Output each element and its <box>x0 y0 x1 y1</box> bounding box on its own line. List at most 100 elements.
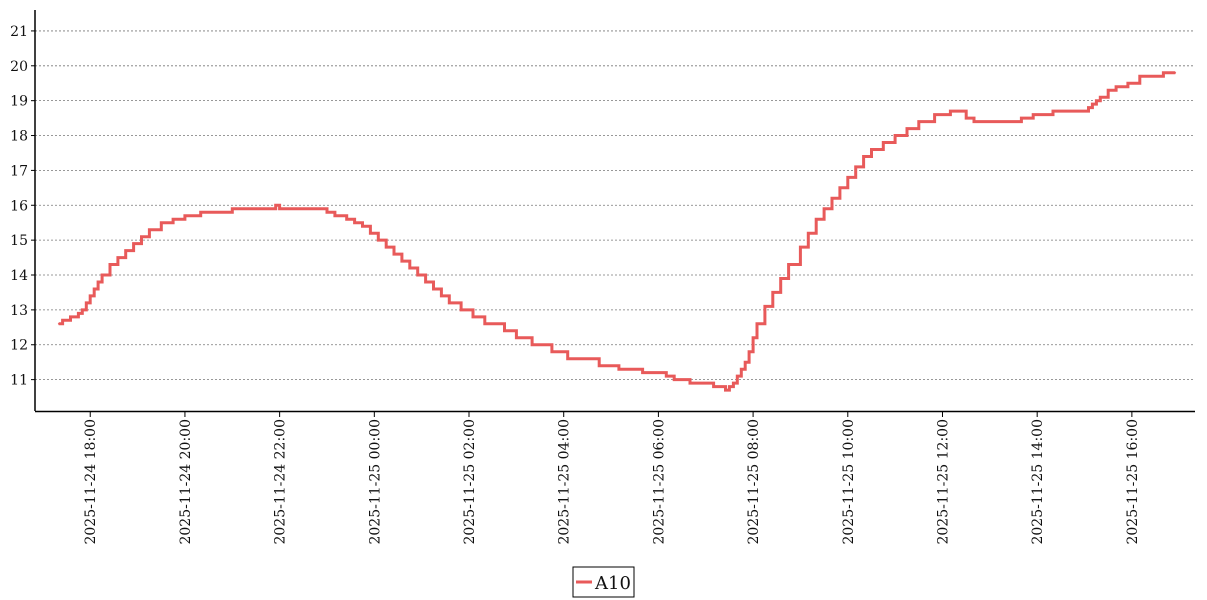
data-point <box>799 246 802 248</box>
data-point <box>1139 75 1141 78</box>
data-point <box>424 281 427 283</box>
data-point <box>787 263 790 266</box>
data-point <box>831 197 833 200</box>
data-point <box>764 305 766 308</box>
data-point <box>484 323 486 325</box>
data-point <box>117 256 119 259</box>
data-point <box>361 225 364 227</box>
y-tick-label: 20 <box>10 59 28 75</box>
data-point <box>973 120 975 123</box>
data-point <box>460 309 462 311</box>
data-point <box>1107 89 1109 91</box>
data-point <box>440 295 443 297</box>
data-point <box>854 166 857 168</box>
y-tick-label: 12 <box>10 338 28 354</box>
y-tick-label: 15 <box>10 233 28 249</box>
data-point <box>416 274 419 276</box>
x-tick-label: 2025-11-24 20:00 <box>178 419 194 545</box>
data-point <box>1087 106 1090 109</box>
data-point <box>140 235 143 238</box>
data-point <box>618 368 620 371</box>
data-point <box>752 337 754 339</box>
data-point <box>515 337 518 339</box>
x-tick-label: 2025-11-24 22:00 <box>273 419 289 545</box>
data-point <box>894 134 896 137</box>
y-tick-label: 13 <box>10 303 28 319</box>
data-point <box>81 309 84 311</box>
data-point <box>965 117 967 119</box>
data-point <box>862 155 865 158</box>
data-point <box>93 288 95 290</box>
data-point <box>598 364 600 367</box>
data-point <box>1032 113 1034 116</box>
data-point <box>89 295 91 297</box>
data-point <box>870 148 873 151</box>
data-point <box>531 343 533 346</box>
x-tick-label: 2025-11-25 00:00 <box>367 419 383 545</box>
data-point <box>148 228 151 231</box>
axes <box>34 10 1195 413</box>
data-point <box>85 302 88 304</box>
x-tick-label: 2025-11-25 06:00 <box>651 419 667 545</box>
data-point <box>933 113 936 116</box>
y-tick-label: 11 <box>10 373 28 389</box>
data-point <box>756 323 758 325</box>
y-tick-label: 16 <box>10 198 28 214</box>
data-point <box>1052 110 1054 112</box>
y-tick-label: 17 <box>10 163 28 179</box>
data-point <box>172 218 174 220</box>
x-tick-label: 2025-11-25 04:00 <box>557 419 573 545</box>
x-tick-label: 2025-11-25 10:00 <box>841 419 857 545</box>
x-tick-label: 2025-11-25 02:00 <box>462 419 478 545</box>
data-point <box>724 389 727 391</box>
data-point <box>503 330 506 332</box>
data-point <box>736 375 739 377</box>
legend: A10 <box>572 566 635 598</box>
data-point <box>728 385 731 388</box>
data-point <box>278 208 281 210</box>
data-point <box>61 319 64 322</box>
data-point <box>779 277 782 280</box>
data-point <box>882 141 885 144</box>
x-tick-label: 2025-11-25 12:00 <box>935 419 951 545</box>
data-point <box>326 211 328 213</box>
data-point <box>448 302 451 304</box>
data-point <box>274 204 277 207</box>
data-point <box>1174 72 1177 74</box>
data-point <box>132 242 135 245</box>
y-tick-labels: 11 12 13 14 15 16 17 18 19 20 21 <box>10 24 35 389</box>
data-point <box>409 267 411 269</box>
data-point <box>740 368 743 371</box>
data-point <box>160 221 163 224</box>
series-line-a10 <box>58 71 1176 392</box>
data-point <box>345 218 348 220</box>
series-layer <box>57 71 1177 392</box>
data-point <box>69 316 72 318</box>
data-point <box>1099 96 1102 98</box>
data-point <box>401 260 403 262</box>
data-point <box>732 382 735 384</box>
data-point <box>1020 117 1023 119</box>
data-point <box>906 127 908 130</box>
data-point <box>918 120 920 123</box>
gridlines <box>35 30 1195 381</box>
data-point <box>1095 99 1098 102</box>
data-point <box>772 291 774 294</box>
y-tick-label: 19 <box>10 94 28 110</box>
data-point <box>334 214 336 217</box>
data-point <box>689 382 691 384</box>
data-point <box>839 187 841 189</box>
y-tick-label: 18 <box>10 129 28 145</box>
data-point <box>393 253 395 255</box>
data-point <box>847 176 849 179</box>
data-point <box>97 281 99 283</box>
data-point <box>231 208 234 210</box>
y-tick-label: 21 <box>10 24 28 40</box>
data-point <box>1162 72 1165 74</box>
data-point <box>472 316 474 318</box>
data-point <box>823 208 825 210</box>
data-point <box>665 375 668 377</box>
data-point <box>101 274 103 276</box>
x-tick-label: 2025-11-25 08:00 <box>746 419 762 545</box>
